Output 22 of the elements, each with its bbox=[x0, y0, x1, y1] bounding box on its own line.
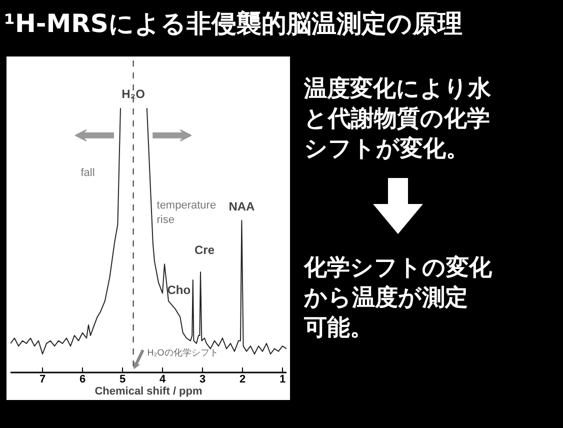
annotation: H₂Oの化学シフト bbox=[147, 347, 218, 358]
text: から温度が測定 bbox=[304, 284, 469, 314]
annotation: Cre bbox=[194, 243, 215, 258]
x-tick-label: 6 bbox=[79, 374, 86, 386]
x-tick-label: 7 bbox=[39, 374, 46, 386]
annotation: fall bbox=[80, 167, 95, 180]
annotation: NAA bbox=[228, 199, 256, 214]
x-tick-label: 1 bbox=[279, 374, 286, 386]
x-axis-title: Chemical shift / ppm bbox=[94, 386, 203, 398]
x-tick-label: 2 bbox=[239, 374, 246, 386]
text: シフトが変化。 bbox=[304, 135, 470, 164]
x-tick-label: 5 bbox=[119, 374, 126, 386]
text: 化学シフトの変化 bbox=[304, 254, 492, 284]
annotation: temperature rise bbox=[156, 199, 216, 226]
annotation: H₂O bbox=[122, 87, 145, 102]
text: 可能。 bbox=[304, 314, 374, 344]
x-tick-label: 3 bbox=[199, 374, 206, 386]
text: 温度変化により水 bbox=[304, 75, 492, 104]
text: と代謝物質の化学 bbox=[304, 105, 491, 134]
annotation: Cho bbox=[167, 282, 191, 297]
chart-title: ¹H-MRSによる非侵襲的脳温測定の原理 bbox=[4, 8, 462, 40]
x-tick-label: 4 bbox=[159, 374, 166, 386]
